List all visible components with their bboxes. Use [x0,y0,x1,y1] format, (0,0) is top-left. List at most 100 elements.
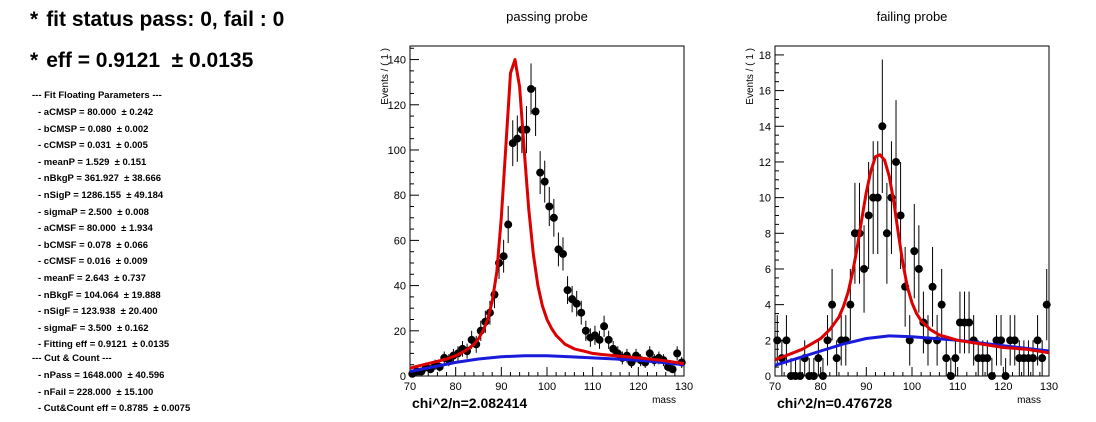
efficiency-text: eff = 0.9121 ± 0.0135 [46,49,254,72]
y-tick-label: 2 [765,335,771,347]
data-point [504,220,513,229]
chart-title: passing probe [506,9,588,24]
data-point [914,264,923,273]
total-fit-curve [409,58,685,370]
parameter-line: - nSigP = 1286.155 ± 49.184 [38,190,164,201]
y-tick-label: 20 [394,326,406,338]
data-point [987,372,996,380]
data-point [572,299,581,308]
data-point [928,282,937,291]
data-point [896,211,905,220]
data-point [846,300,855,309]
failing-probe-chart: failing probe 70 80 90 100 110 120 130 0 2 4 6 8 10 12… [745,9,1058,411]
y-axis-label: Events / ( 1 ) [745,48,756,105]
parameter-line: - bCMSP = 0.080 ± 0.002 [38,123,149,135]
data-point [832,354,841,363]
y-tick-label: 80 [394,190,406,202]
data-point [1033,336,1042,345]
data-points [408,63,686,378]
parameter-line: - aCMSF = 80.000 ± 1.934 [38,223,153,235]
parameter-line: - nBkgF = 104.064 ± 19.888 [38,289,161,301]
data-point [997,336,1006,345]
parameter-line: - sigmaP = 2.500 ± 0.008 [38,206,149,218]
chi2-label: chi^2/n=0.476728 [777,395,892,411]
fit-parameters-header: --- Fit Floating Parameters --- [32,90,162,101]
x-tick-label: 80 [450,381,462,393]
x-tick-label: 130 [675,381,693,393]
data-point [668,365,677,374]
data-point [773,336,782,345]
parameter-line: - cCMSP = 0.031 ± 0.005 [38,140,148,152]
data-point [910,247,919,256]
parameter-line: - meanP = 1.529 ± 0.151 [38,156,147,168]
x-tick-label: 110 [584,381,602,393]
fit-summary-panel: * fit status pass: 0, fail : 0 * eff = 0.9… [0,0,370,422]
parameter-line: - cCMSF = 0.016 ± 0.009 [38,256,148,268]
plot-frame [409,45,685,377]
data-point [965,318,974,327]
data-point [860,264,869,273]
data-point [1010,336,1019,345]
efficiency-line: * eff = 0.9121 ± 0.0135 [30,49,254,72]
data-point [951,354,960,363]
y-tick-label: 6 [765,264,771,276]
data-point [558,249,567,258]
y-tick-label: 12 [759,157,771,169]
parameter-line: - nSigF = 123.938 ± 20.400 [38,306,158,318]
fit-status-line: * fit status pass: 0, fail : 0 [30,8,285,31]
x-axis-label: mass [1017,395,1041,406]
data-point [937,300,946,309]
y-tick-label: 4 [765,300,771,312]
data-point [581,326,590,335]
x-tick-label: 100 [903,381,921,393]
data-point [604,335,613,344]
x-tick-label: 90 [495,381,507,393]
y-tick-label: 14 [759,121,771,133]
x-tick-label: 90 [860,381,872,393]
data-point [522,125,531,134]
x-tick-label: 120 [629,381,647,393]
parameter-line: - nFail = 228.000 ± 15.100 [38,386,154,398]
cut-count-header: --- Cut & Count --- [32,353,112,364]
data-point [818,372,827,380]
chi2-label: chi^2/n=2.082414 [412,395,527,411]
data-point [513,134,522,143]
x-tick-label: 120 [994,381,1012,393]
y-tick-label: 8 [765,228,771,240]
y-tick-label: 100 [388,145,406,157]
data-point [796,372,805,380]
parameter-line: - nPass = 1648.000 ± 40.596 [38,370,165,381]
data-point [873,193,882,202]
y-tick-label: 60 [394,235,406,247]
x-tick-label: 80 [815,381,827,393]
data-point [809,372,818,380]
data-point [814,354,823,363]
data-point [527,84,536,93]
data-point [1038,354,1047,363]
y-tick-label: 10 [759,193,771,205]
data-point [905,336,914,345]
data-point [946,372,955,380]
data-point [563,286,572,295]
x-tick-label: 70 [769,381,781,393]
x-axis-label: mass [652,395,676,406]
background-fit-curve [774,334,1050,367]
parameter-line: - Cut&Count eff = 0.8785 ± 0.0075 [38,403,191,415]
data-point [540,177,549,186]
data-point [882,229,891,238]
passing-probe-chart: passing probe 70 80 90 100 110 120 130 0 20 40 60 80… [380,9,693,411]
data-point [600,322,609,331]
x-tick-label: 70 [404,381,416,393]
data-point [942,354,951,363]
background-fit-curve [409,354,685,373]
x-tick-label: 130 [1040,381,1058,393]
data-point [645,349,654,358]
parameter-line: - bCMSF = 0.078 ± 0.066 [38,239,149,251]
y-tick-label: 18 [759,50,771,62]
parameter-line: - meanF = 2.643 ± 0.737 [38,273,146,284]
y-tick-label: 0 [400,371,406,383]
data-point [823,336,832,345]
data-point [1029,354,1038,363]
data-point [1001,372,1010,380]
data-point [499,252,508,261]
